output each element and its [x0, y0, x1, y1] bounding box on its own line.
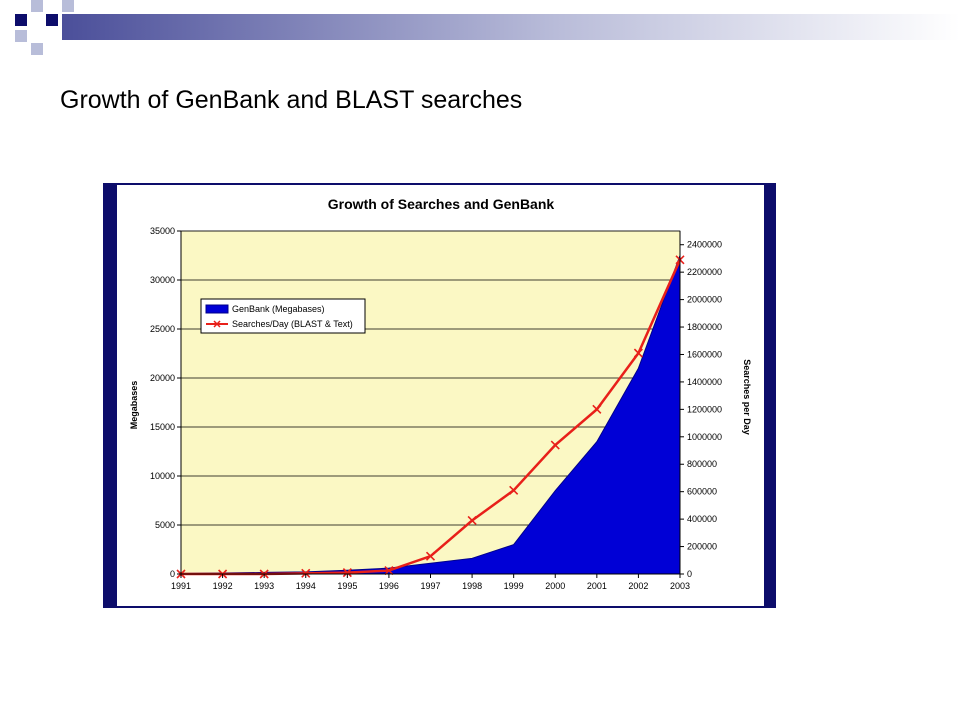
data-point-searches — [633, 348, 643, 358]
y-tick-label-left: 30000 — [150, 275, 175, 285]
legend-label-genbank: GenBank (Megabases) — [232, 304, 325, 314]
y-tick-label-right: 1800000 — [687, 322, 722, 332]
y-tick-label-right: 2400000 — [687, 240, 722, 250]
y-tick-label-left: 10000 — [150, 471, 175, 481]
x-tick-label: 1992 — [213, 581, 233, 591]
y-tick-label-right: 1200000 — [687, 404, 722, 414]
marker-stroke — [425, 551, 436, 561]
y-tick-label-right: 1400000 — [687, 377, 722, 387]
x-tick-label: 2003 — [670, 581, 690, 591]
x-tick-label: 2001 — [587, 581, 607, 591]
header-gradient-bar — [62, 14, 960, 40]
header-square-light — [15, 30, 27, 42]
y-tick-label-right: 0 — [687, 569, 692, 579]
series-area-genbank — [180, 255, 681, 575]
y-tick-label-left: 35000 — [150, 226, 175, 236]
header-square-dark — [46, 14, 58, 26]
data-point-searches — [550, 440, 560, 450]
y-tick-label-left: 0 — [170, 569, 175, 579]
y-tick-label-left: 20000 — [150, 373, 175, 383]
x-tick-label: 1995 — [337, 581, 357, 591]
y-tick-label-right: 200000 — [687, 542, 717, 552]
y-tick-label-right: 1000000 — [687, 432, 722, 442]
x-tick-label: 2000 — [545, 581, 565, 591]
x-tick-label: 1998 — [462, 581, 482, 591]
y-tick-label-left: 5000 — [155, 520, 175, 530]
x-tick-label: 1999 — [504, 581, 524, 591]
data-point-searches — [342, 568, 352, 578]
y-axis-label-right: Searches per Day — [742, 359, 752, 435]
x-tick-label: 1991 — [171, 581, 191, 591]
growth-chart: Growth of Searches and GenBank 0 5000 1000… — [129, 196, 752, 591]
y-tick-label-right: 1600000 — [687, 349, 722, 359]
marker-stroke — [384, 566, 394, 576]
data-point-searches — [425, 551, 436, 561]
marker-stroke — [509, 485, 519, 495]
data-point-searches — [509, 485, 519, 495]
x-tick-label: 2002 — [628, 581, 648, 591]
legend-label-searches: Searches/Day (BLAST & Text) — [232, 319, 353, 329]
chart-legend: GenBank (Megabases) Searches/Day (BLAST &… — [200, 298, 366, 334]
legend-swatch-genbank — [205, 304, 229, 314]
data-point-searches — [467, 515, 477, 526]
x-tick-label: 1993 — [254, 581, 274, 591]
y-tick-label-right: 800000 — [687, 459, 717, 469]
y-tick-label-right: 2000000 — [687, 295, 722, 305]
legend-marker — [213, 320, 221, 328]
header-square-light — [31, 43, 43, 55]
x-tick-label: 1997 — [420, 581, 440, 591]
y-tick-label-right: 2200000 — [687, 267, 722, 277]
marker-stroke — [467, 515, 477, 526]
header-square-light — [31, 0, 43, 12]
y-tick-label-left: 25000 — [150, 324, 175, 334]
header-square-dark — [15, 14, 27, 26]
marker-stroke — [633, 348, 643, 358]
x-tick-label: 1996 — [379, 581, 399, 591]
marker-stroke — [550, 440, 560, 450]
slide-title: Growth of GenBank and BLAST searches — [60, 86, 523, 114]
x-tick-label: 1994 — [296, 581, 316, 591]
chart-title: Growth of Searches and GenBank — [328, 196, 555, 212]
y-tick-label-right: 600000 — [687, 487, 717, 497]
data-point-searches — [301, 568, 311, 578]
header-square-light — [62, 0, 74, 12]
slide-header-decoration — [15, 0, 960, 55]
y-tick-label-right: 400000 — [687, 514, 717, 524]
y-tick-label-left: 15000 — [150, 422, 175, 432]
marker-stroke — [342, 568, 352, 578]
y-axis-label-left: Megabases — [129, 381, 139, 430]
data-point-searches — [592, 404, 602, 414]
marker-stroke — [592, 404, 602, 414]
marker-stroke — [301, 568, 311, 578]
chart-frame: Growth of Searches and GenBank 0 5000 1000… — [103, 183, 776, 608]
data-point-searches — [384, 566, 394, 576]
